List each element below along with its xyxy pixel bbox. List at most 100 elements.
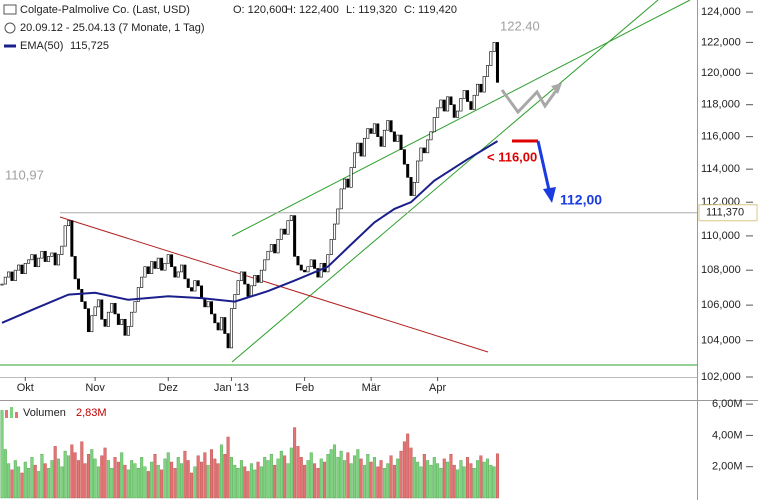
x-tick-label: Feb [295, 382, 314, 394]
price-bar [339, 188, 343, 210]
volume-bar [409, 447, 413, 499]
price-bar [67, 220, 71, 227]
price-bar [133, 301, 137, 313]
price-bar [173, 266, 177, 278]
price-bar [476, 83, 480, 96]
price-bar [57, 254, 61, 266]
price-bar [243, 271, 247, 285]
volume-bar [33, 464, 37, 499]
gray-arrow [500, 87, 560, 115]
volume-bar [466, 457, 470, 499]
price-bar [166, 254, 170, 264]
volume-bar [126, 469, 130, 499]
volume-bar [246, 471, 250, 499]
price-bar [156, 257, 160, 269]
price-bar [426, 139, 430, 154]
volume-bar [7, 463, 11, 499]
x-tick-label: Okt [17, 382, 34, 394]
volume-bar [352, 455, 356, 499]
price-bar [386, 120, 390, 131]
price-bar [83, 301, 87, 309]
x-tick-label: Mär [362, 382, 381, 394]
volume-bar [243, 466, 247, 499]
volume-bar [319, 458, 323, 499]
price-bar [116, 313, 120, 325]
volume-bar [389, 455, 393, 499]
volume-bar [412, 457, 416, 499]
volume-bar [449, 453, 453, 499]
price-bar [13, 269, 17, 281]
volume-bar [469, 463, 473, 499]
price-bar [63, 225, 67, 247]
price-bar [266, 250, 270, 261]
volume-bar [116, 461, 120, 499]
price-bar [30, 254, 34, 261]
price-bar [183, 264, 187, 280]
price-bar [382, 129, 386, 147]
price-bar [296, 256, 300, 266]
price-bar [53, 252, 57, 266]
price-bar [273, 244, 277, 254]
volume-bar [256, 461, 260, 499]
price-bar [86, 308, 90, 333]
price-bar [379, 136, 383, 147]
price-bar [316, 268, 320, 278]
volume-bar [283, 455, 287, 499]
price-bar [346, 178, 350, 188]
price-bar [76, 278, 80, 290]
x-tick-label: Dez [158, 382, 178, 394]
volume-bar [0, 410, 4, 499]
volume-bar [402, 441, 406, 499]
price-bar [246, 283, 250, 297]
icon [10, 407, 13, 418]
price-bar [303, 269, 307, 273]
volume-bar [313, 463, 317, 499]
price-bar [299, 264, 303, 271]
volume-bar [442, 458, 446, 499]
price-bar [439, 99, 443, 109]
price-bar [80, 289, 84, 302]
plot: 102,000 104,000 106,000 108,000 110,000 112,0… [0, 6, 758, 499]
price-bar [466, 90, 470, 102]
price-bar [306, 266, 310, 273]
volume-bar [439, 468, 443, 499]
price-bar [219, 317, 223, 331]
blue-arrow [536, 140, 551, 191]
price-bar [120, 318, 124, 325]
volume-bar [296, 446, 300, 499]
price-bar [176, 271, 180, 278]
price-bar [216, 322, 220, 331]
price-bar [136, 287, 140, 302]
volume-bar [57, 458, 61, 499]
volume-bar [176, 457, 180, 499]
price-bar [163, 262, 167, 271]
volume-bar [120, 452, 124, 499]
volume-bar [436, 463, 440, 499]
y-tick-label: 102,000 [701, 371, 741, 383]
icon [4, 22, 16, 34]
volume-bar [459, 460, 463, 499]
price-bar [17, 264, 21, 271]
price-bar [103, 318, 107, 327]
volume-bar [362, 464, 366, 499]
price-bar [130, 311, 134, 327]
volume-bar [346, 452, 350, 499]
price-bar [442, 99, 446, 112]
volume-bar [53, 446, 57, 499]
price-bar [326, 254, 330, 273]
price-bar [409, 177, 413, 196]
price-bar [170, 254, 174, 268]
price-bar [0, 283, 4, 286]
volume-bar [339, 450, 343, 499]
volume-bar [60, 466, 64, 499]
volume-bar [73, 452, 77, 499]
volume-bar [173, 468, 177, 499]
price-bar [226, 333, 230, 349]
volume-bar [40, 453, 44, 499]
volume-bar [20, 472, 24, 499]
volume-bar [76, 460, 80, 499]
y-tick-label: 2,00M [712, 461, 743, 473]
price-bar [23, 262, 27, 274]
volume-bar [37, 471, 41, 499]
